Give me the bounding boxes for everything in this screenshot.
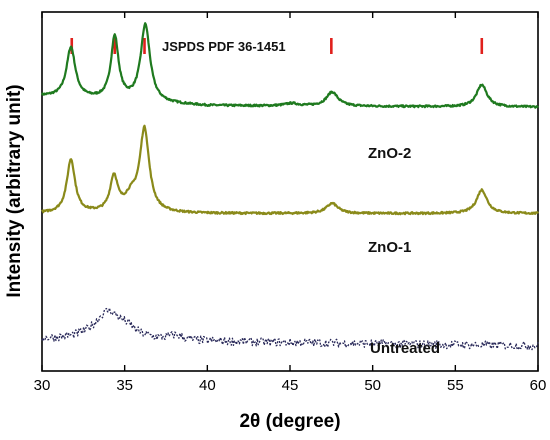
plot-frame [41, 11, 539, 372]
x-tick-label: 35 [116, 377, 133, 394]
y-axis-title: Intensity (arbitrary unit) [4, 84, 25, 297]
x-tick-label: 50 [364, 377, 381, 394]
x-axis: 30 35 40 45 50 55 60 [34, 12, 547, 394]
x-tick-label: 60 [530, 377, 547, 394]
series-line-untreated [41, 307, 539, 351]
x-axis-title: 2θ (degree) [239, 411, 340, 432]
x-tick-label: 30 [34, 377, 51, 394]
series-line-zno-1 [41, 124, 539, 216]
series-layer [40, 22, 539, 351]
series-line-zno-2 [40, 22, 539, 109]
x-tick-label: 45 [282, 377, 299, 394]
series-label-zno-1: ZnO-1 [368, 239, 411, 256]
series-label-zno-2: ZnO-2 [368, 145, 411, 162]
x-tick-label: 40 [199, 377, 216, 394]
series-label-untreated: Untreated [370, 340, 440, 357]
x-tick-label: 55 [447, 377, 464, 394]
reference-label: JSPDS PDF 36-1451 [162, 39, 286, 54]
